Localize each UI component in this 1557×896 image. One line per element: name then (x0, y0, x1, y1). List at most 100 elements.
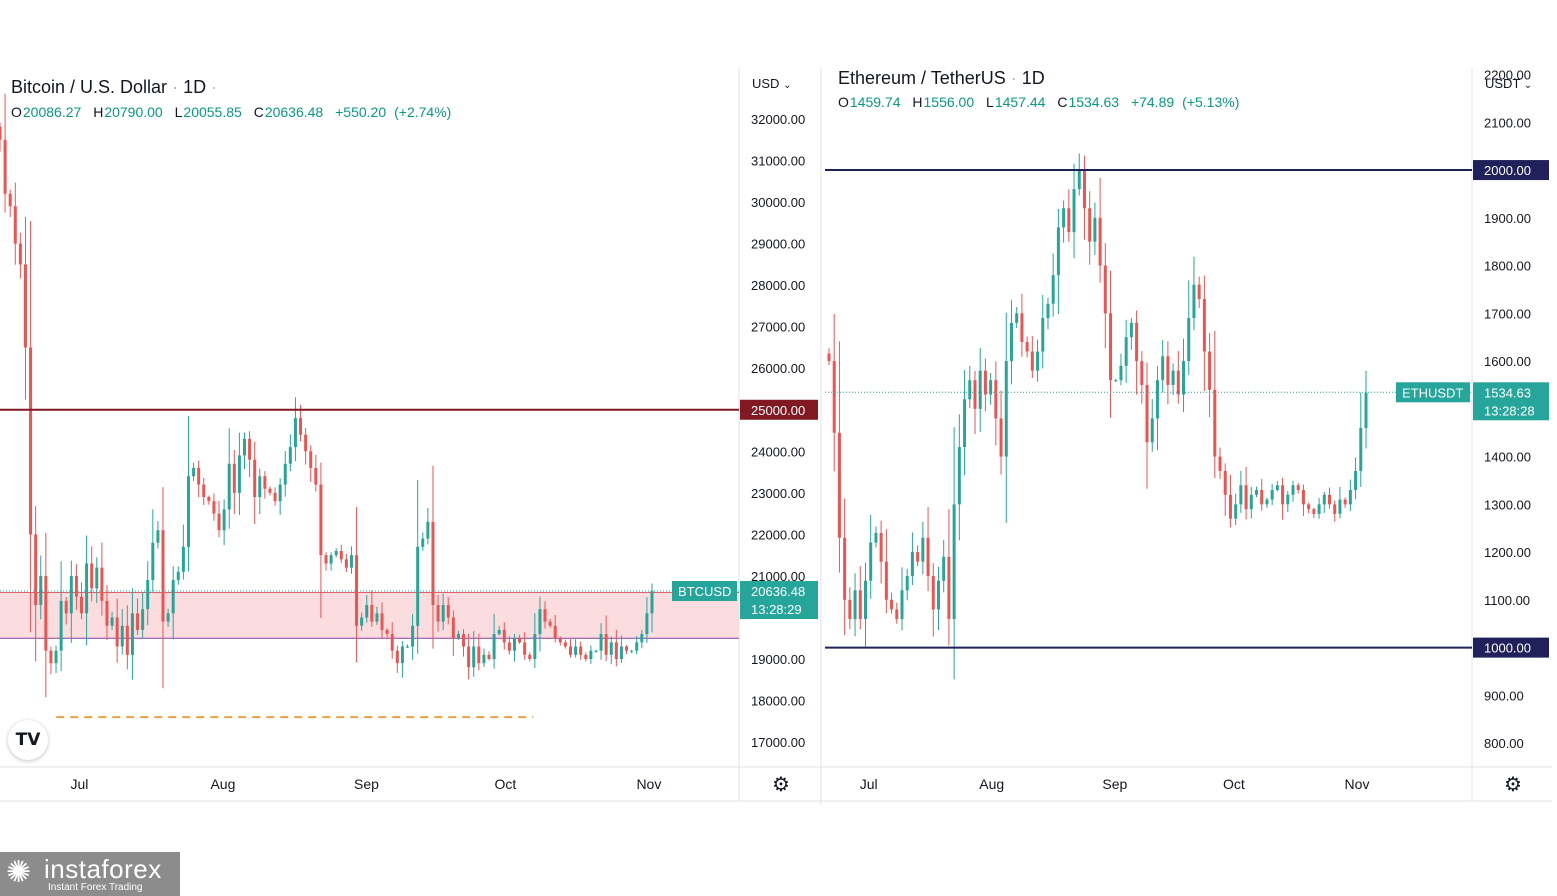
eth-currency-selector[interactable]: USDT ⌄ (1485, 76, 1532, 91)
btc-candle-body (59, 600, 63, 651)
btc-candle (533, 613, 537, 669)
btc-candle-body (197, 467, 201, 485)
eth-candle (1328, 487, 1332, 509)
eth-y-tick-label: 2200.00 (1484, 68, 1531, 83)
eth-candle (837, 341, 841, 573)
eth-interval[interactable]: 1D (1021, 68, 1045, 88)
btc-support-zone (0, 592, 739, 639)
eth-symbol-tag (1396, 382, 1470, 403)
eth-candle (1291, 480, 1295, 502)
btc-candle-body (283, 463, 287, 485)
btc-candle (44, 532, 48, 698)
btc-candle-body (186, 476, 190, 547)
btc-currency-selector[interactable]: USD ⌄ (752, 76, 791, 91)
btc-candle-body (212, 501, 216, 514)
btc-candle (309, 445, 313, 483)
eth-candle-body (1015, 313, 1019, 323)
btc-y-tick-label: 27000.00 (751, 320, 805, 335)
btc-candle (365, 595, 369, 623)
btc-candle-body (171, 580, 175, 614)
eth-candle (1275, 481, 1279, 492)
btc-candle (635, 636, 639, 655)
eth-candle (853, 573, 857, 637)
eth-candle (1197, 276, 1201, 309)
btc-candle (18, 232, 22, 279)
btc-candle (518, 634, 522, 644)
eth-x-tick-label: Jul (860, 776, 878, 792)
btc-candle-body (507, 642, 511, 651)
gear-icon[interactable]: ⚙ (1504, 774, 1522, 796)
btc-candle (248, 431, 252, 477)
btc-candle (563, 639, 567, 649)
eth-candle (1213, 330, 1217, 478)
eth-candle-body (1260, 490, 1264, 505)
eth-y-tick-label: 2100.00 (1484, 115, 1531, 130)
btc-candle-body (406, 646, 409, 648)
btc-candle (492, 613, 496, 669)
btc-candle (156, 521, 160, 549)
btc-interval[interactable]: 1D (183, 77, 207, 97)
btc-candle (462, 629, 466, 657)
btc-candle (334, 548, 338, 558)
eth-candle-body (916, 552, 920, 562)
eth-candle-body (1155, 380, 1159, 419)
gear-icon[interactable]: ⚙ (772, 774, 790, 796)
eth-candle-body (1239, 485, 1243, 505)
tradingview-logo-icon[interactable]: TV (8, 720, 48, 760)
btc-candle-body (619, 646, 623, 659)
btc-candle (207, 495, 211, 505)
btc-candle (574, 639, 578, 658)
btc-candle-body (416, 546, 420, 626)
eth-candle (1145, 362, 1149, 489)
eth-candle (1182, 338, 1186, 413)
btc-candle (329, 552, 333, 571)
btc-candle-body (599, 634, 603, 651)
eth-candle (1359, 392, 1363, 487)
btc-candle (217, 500, 221, 538)
btc-candle (380, 602, 384, 639)
eth-candle-body (1062, 208, 1066, 228)
btc-candle-body (441, 605, 445, 622)
btc-candle (283, 450, 287, 497)
eth-candle-body (1281, 485, 1285, 505)
eth-candle (1150, 399, 1154, 452)
btc-close-value: 20636.48 (264, 104, 324, 120)
eth-y-tick-label: 1200.00 (1484, 545, 1531, 560)
btc-candle (589, 645, 593, 664)
eth-candle (1223, 463, 1227, 516)
btc-candle-body (482, 654, 486, 664)
btc-last-price-tag (740, 581, 818, 620)
btc-candle (0, 122, 2, 152)
btc-candle-body (54, 650, 58, 664)
eth-candle-body (1103, 265, 1107, 314)
btc-candle-body (645, 613, 649, 635)
btc-candle (192, 462, 196, 482)
eth-countdown-label: 13:28:28 (1484, 403, 1535, 418)
eth-symbol-label: ETHUSDT (1402, 385, 1463, 400)
eth-candle (921, 521, 925, 575)
btc-candle-body (518, 638, 522, 643)
eth-x-tick-label: Aug (979, 776, 1004, 792)
eth-candle-body (1359, 427, 1363, 471)
btc-candle-body (400, 646, 404, 664)
eth-candle (931, 563, 935, 637)
btc-candle-body (650, 591, 654, 614)
btc-candle (130, 588, 134, 680)
eth-candle (1270, 484, 1274, 506)
eth-candle (1187, 280, 1191, 375)
btc-candle (569, 639, 572, 658)
btc-candle (487, 651, 491, 661)
btc-candle (268, 486, 272, 496)
btc-chart: 32000.00 31000.00 30000.00 29000.00 28000.00… (0, 93, 818, 792)
btc-candle-body (192, 467, 196, 477)
btc-y-tick-label: 19000.00 (751, 652, 805, 667)
btc-candle (120, 608, 124, 655)
eth-candle (983, 358, 987, 412)
btc-candle (344, 553, 348, 573)
eth-candle (874, 526, 878, 548)
btc-candle-body (324, 555, 328, 564)
eth-candle-body (989, 380, 993, 395)
btc-candle-body (380, 613, 384, 630)
eth-candle-body (1030, 351, 1034, 371)
eth-last-price-label: 1534.63 (1484, 385, 1531, 400)
